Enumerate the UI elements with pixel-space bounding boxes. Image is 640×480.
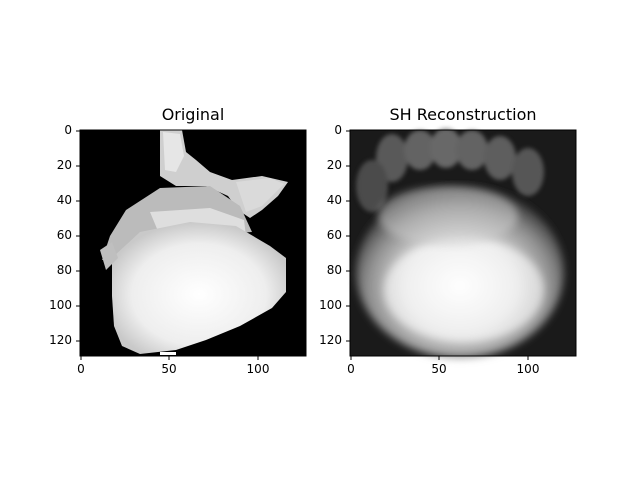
original-y-tick: 120 xyxy=(49,333,72,347)
original-y-tick: 40 xyxy=(56,193,72,207)
original-axes-frame xyxy=(79,129,307,357)
reconstruction-y-tick: 80 xyxy=(326,263,342,277)
panel-title-original: Original xyxy=(161,105,225,124)
reconstruction-y-tick: 40 xyxy=(326,193,342,207)
reconstruction-y-tick: 120 xyxy=(319,333,342,347)
reconstruction-y-tick: 60 xyxy=(326,228,342,242)
reconstruction-x-tick: 50 xyxy=(431,362,447,376)
original-image xyxy=(80,130,306,356)
original-x-tick: 0 xyxy=(77,362,85,376)
original-y-tick: 100 xyxy=(49,298,72,312)
reconstruction-image xyxy=(350,128,576,358)
panel-title-reconstruction: SH Reconstruction xyxy=(389,105,537,124)
original-y-tick: 0 xyxy=(64,123,72,137)
reconstruction-axes-frame xyxy=(349,129,577,357)
tick-marks xyxy=(76,130,529,360)
reconstruction-y-tick: 100 xyxy=(319,298,342,312)
reconstruction-x-tick: 100 xyxy=(516,362,540,376)
original-y-tick: 20 xyxy=(56,158,72,172)
original-y-tick: 60 xyxy=(56,228,72,242)
reconstruction-y-tick: 0 xyxy=(334,123,342,137)
reconstruction-y-tick: 20 xyxy=(326,158,342,172)
original-y-tick: 80 xyxy=(56,263,72,277)
original-x-tick: 50 xyxy=(161,362,177,376)
original-x-tick: 100 xyxy=(246,362,270,376)
reconstruction-x-tick: 0 xyxy=(347,362,355,376)
